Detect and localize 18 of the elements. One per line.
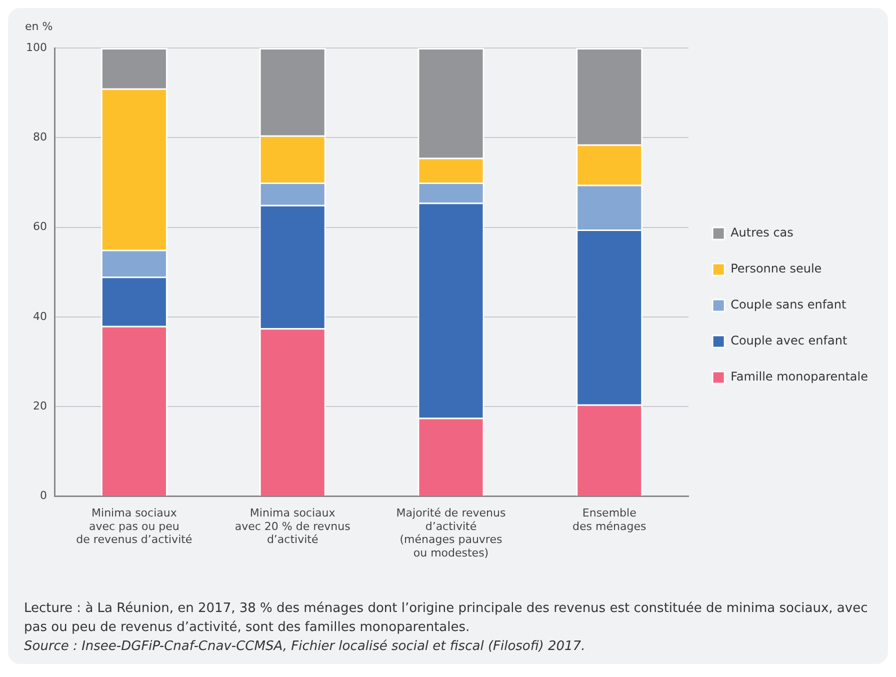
legend-label: Autres cas (730, 226, 794, 240)
y-tick-label: 40 (32, 310, 47, 323)
y-tick-label: 60 (32, 220, 47, 234)
y-tick-label: 100 (26, 40, 47, 54)
x-tick-label: Minima sociaux avec 20 % de revnus d’activité (234, 506, 351, 546)
legend-label: Couple sans enfant (730, 298, 846, 312)
y-tick-label: 80 (32, 130, 47, 144)
text: Lecture : à La Réunion, en 2017, 38 % des ménages dont l’origine principale des revenus est constituée de minima sociaux, avec pas ou peu de revenus d’activité, sont des familles monoparentales. (24, 600, 869, 637)
legend-label: Couple avec enfant (730, 334, 848, 348)
legend-label: Famille monoparentale (730, 370, 868, 384)
y-tick-label: 20 (32, 399, 47, 412)
source-note: Source : Insee-DGFiP-Cnaf-Cnav-CCMSA, Fichier localisé social et fiscal (Filosofi) 2017. (24, 638, 586, 656)
legend-label: Personne seule (730, 262, 822, 276)
x-tick-label: Ensemble des ménages (572, 506, 646, 533)
x-tick-label: Majorité de revenus d’activité (ménages pauvres ou modestes) (396, 506, 506, 560)
y-axis-title: en % (24, 20, 53, 33)
y-tick-label: 0 (40, 489, 47, 502)
x-tick-label: Minima sociaux avec pas ou peu de revenus d’activité (76, 506, 192, 546)
